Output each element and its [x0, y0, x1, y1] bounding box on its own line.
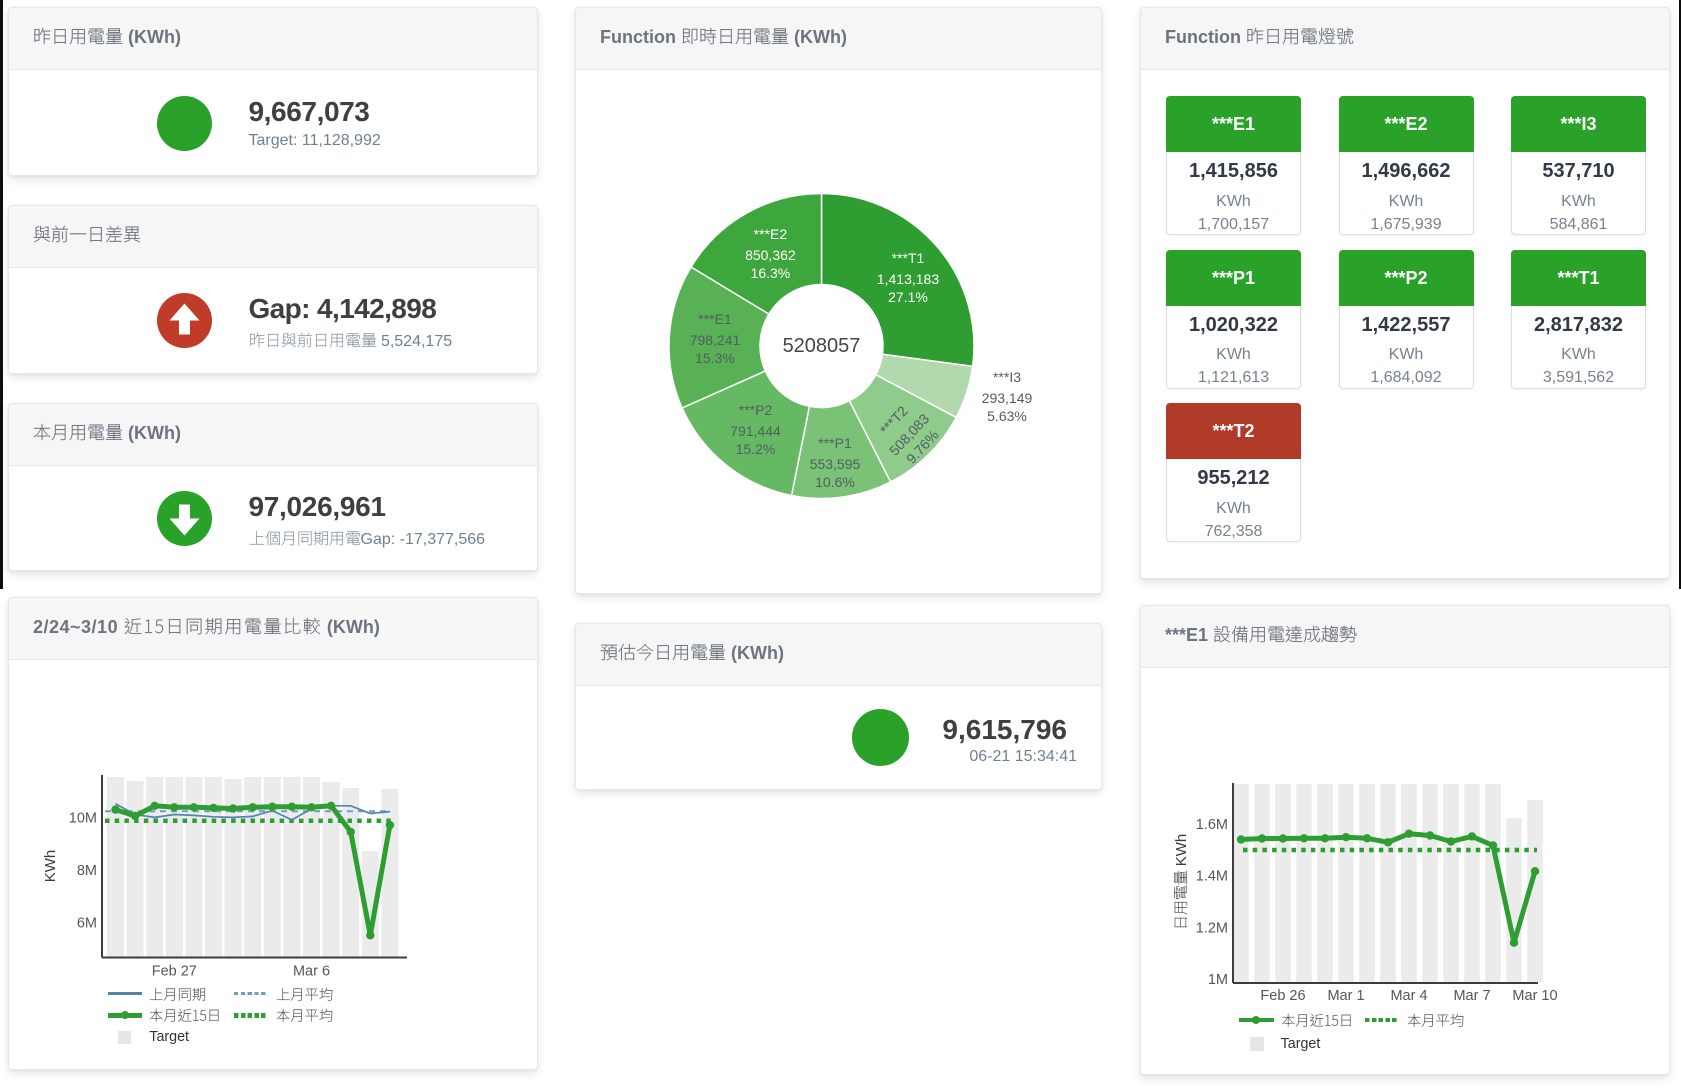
svg-text:1.6M: 1.6M — [1196, 817, 1228, 833]
svg-text:Feb 27: Feb 27 — [152, 963, 197, 979]
svg-text:Mar 6: Mar 6 — [293, 963, 330, 979]
svg-text:8M: 8M — [77, 863, 97, 879]
svg-text:1M: 1M — [1208, 972, 1228, 988]
svg-text:Mar 4: Mar 4 — [1390, 988, 1427, 1004]
svg-text:Feb 26: Feb 26 — [1260, 988, 1305, 1004]
svg-text:1.2M: 1.2M — [1196, 920, 1228, 936]
svg-text:10M: 10M — [69, 810, 97, 826]
svg-text:Mar 10: Mar 10 — [1512, 988, 1557, 1004]
svg-text:Mar 7: Mar 7 — [1453, 988, 1490, 1004]
svg-text:Mar 1: Mar 1 — [1327, 988, 1364, 1004]
svg-text:6M: 6M — [77, 916, 97, 932]
svg-text:1.4M: 1.4M — [1196, 869, 1228, 885]
